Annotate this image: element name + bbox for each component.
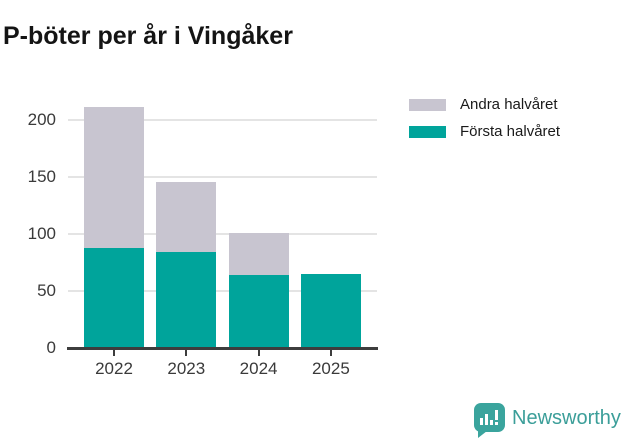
logo-exclamation-dot — [495, 422, 498, 425]
x-axis-tick-label: 2022 — [95, 359, 133, 378]
gridline-y-50 — [68, 289, 377, 292]
legend-label: Första halvåret — [460, 123, 561, 140]
y-axis-tick-label: 200 — [27, 109, 56, 129]
x-axis-tick — [329, 350, 332, 356]
legend-item: Andra halvåret — [409, 91, 560, 118]
newsworthy-wordmark: Newsworthy — [512, 407, 621, 429]
y-axis-tick-label: 150 — [27, 166, 56, 186]
newsworthy-branding: Newsworthy — [474, 403, 621, 439]
legend-swatch — [409, 125, 446, 138]
y-axis-tick-label: 0 — [46, 338, 56, 357]
y-axis-tick-label: 100 — [27, 223, 56, 243]
logo-chart-bar — [480, 418, 483, 425]
x-axis-tick-label: 2023 — [167, 359, 206, 378]
x-axis-tick — [257, 350, 260, 356]
y-axis-tick-label: 50 — [37, 280, 56, 300]
x-axis-line — [67, 347, 378, 350]
bar-segment-2023-series1 — [156, 182, 217, 253]
x-axis-tick — [185, 350, 188, 356]
legend-swatch — [409, 98, 446, 111]
gridline-y-150 — [68, 175, 377, 178]
bar-segment-2022-series1 — [84, 107, 144, 248]
x-axis-tick-label: 2024 — [239, 359, 278, 378]
logo-chart-bar — [490, 420, 493, 425]
logo-bubble-shape — [474, 403, 505, 432]
gridline-y-200 — [68, 118, 377, 121]
newsworthy-logo-icon — [474, 403, 505, 439]
bar-segment-2024-series0 — [228, 274, 289, 348]
legend-item: Första halvåret — [409, 118, 560, 145]
plot-area — [68, 90, 377, 348]
logo-chart-bar — [485, 414, 488, 425]
logo-bubble-tail — [478, 431, 487, 438]
logo-exclamation — [495, 410, 498, 420]
gridline-y-100 — [68, 232, 377, 235]
x-axis-tick — [113, 350, 115, 356]
bar-segment-2024-series1 — [228, 232, 289, 275]
legend: Andra halvåret Första halvåret — [409, 91, 560, 145]
bar-segment-2023-series0 — [156, 252, 217, 348]
x-axis-tick-label: 2025 — [311, 359, 350, 378]
bar-segment-2022-series0 — [84, 247, 144, 348]
chart-title: P-böter per år i Vingåker — [3, 21, 293, 50]
bar-segment-2025-series0 — [300, 273, 361, 348]
legend-label: Andra halvåret — [460, 96, 558, 113]
